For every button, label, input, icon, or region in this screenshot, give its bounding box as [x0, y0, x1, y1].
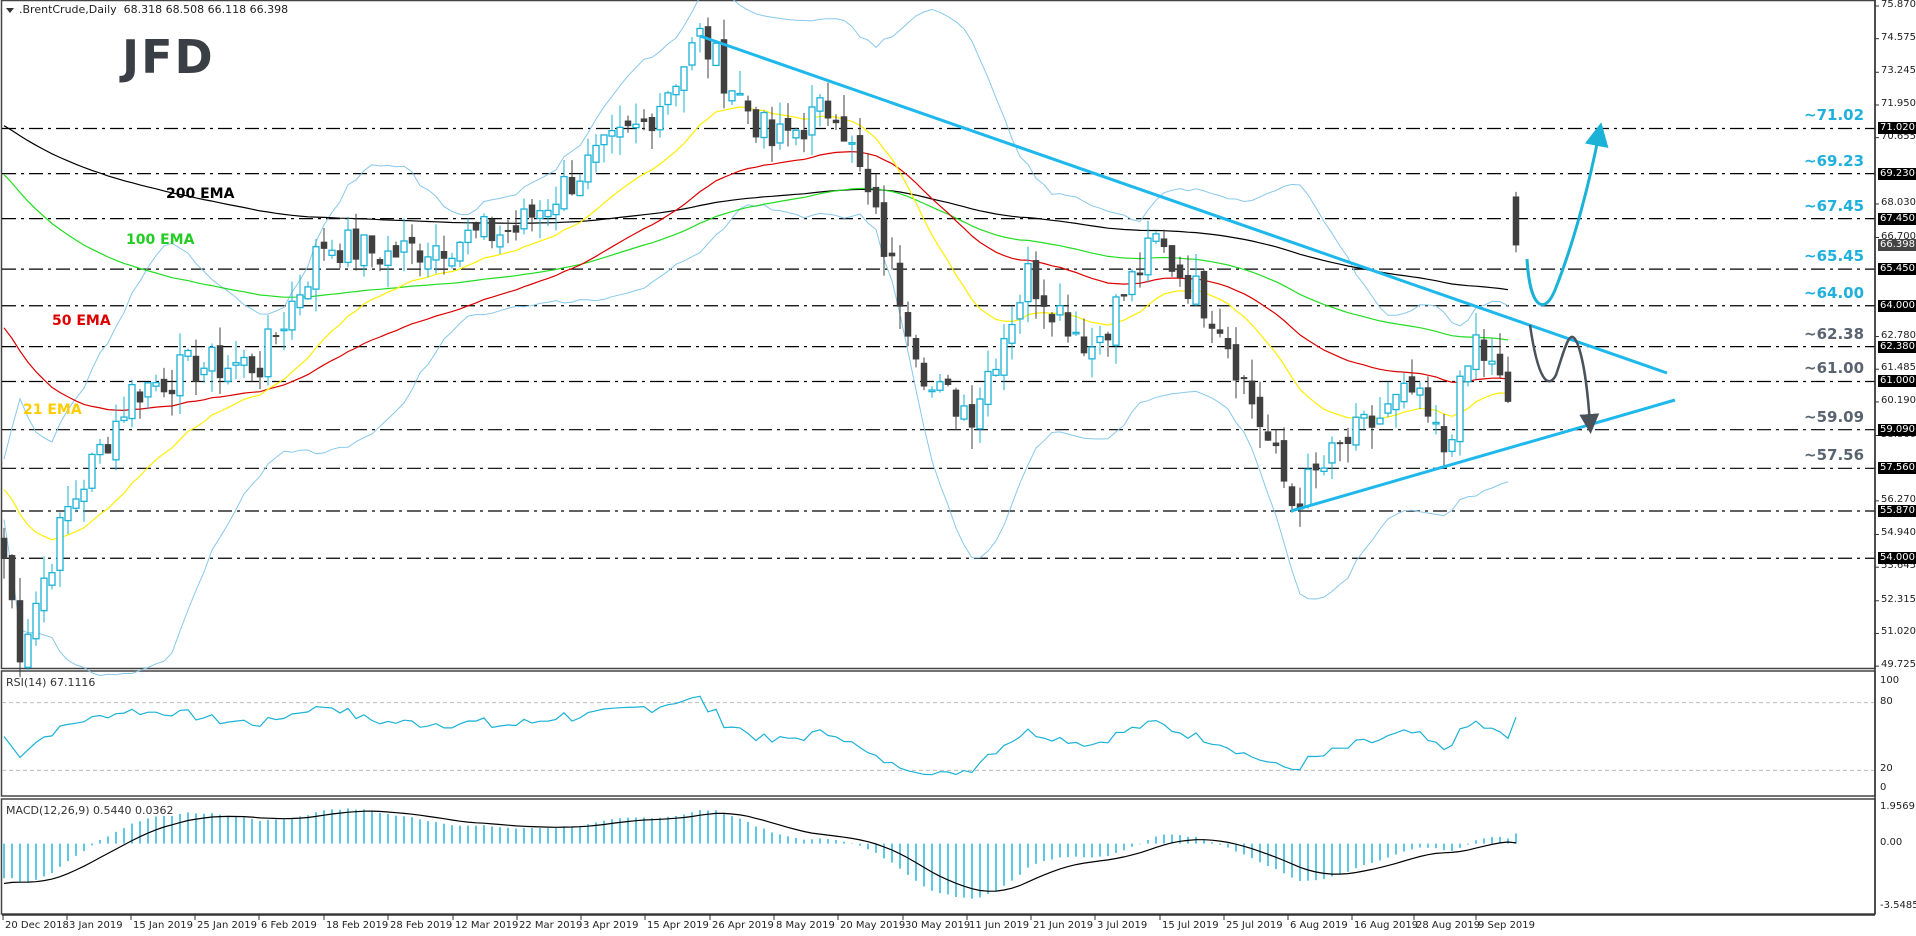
price-tick-label: 53.645	[1881, 560, 1916, 572]
ema-label: 100 EMA	[126, 232, 195, 248]
symbol-label: .BrentCrude,Daily	[19, 3, 117, 16]
date-tick-label: 15 Jul 2019	[1162, 920, 1219, 931]
date-tick-label: 21 Jun 2019	[1033, 920, 1094, 931]
chart-header[interactable]: .BrentCrude,Daily 68.318 68.508 66.118 6…	[6, 3, 288, 16]
date-tick-label: 25 Jan 2019	[197, 920, 257, 931]
horizontal-levels	[2, 127, 1875, 559]
price-tick-label: 56.270	[1881, 493, 1916, 505]
price-tick-label: 54.940	[1881, 527, 1916, 539]
level-price-box: 61.000	[1878, 375, 1916, 388]
rsi-tick-label: 100	[1880, 675, 1900, 686]
bollinger-upper	[3, 0, 1509, 460]
macd-tick-label: 1.9569	[1880, 801, 1915, 812]
level-price-box: 64.000	[1878, 299, 1916, 312]
macd-tick-label: -3.5485	[1880, 900, 1916, 911]
level-annotation: ~64.00	[1804, 283, 1865, 302]
candles	[0, 17, 1520, 678]
downtrend-line[interactable]	[699, 34, 1668, 375]
level-annotation: ~65.45	[1804, 247, 1865, 266]
ema-label: 50 EMA	[52, 313, 111, 329]
date-tick-label: 25 Jul 2019	[1226, 920, 1283, 931]
rsi-tick-label: 0	[1880, 782, 1887, 793]
ema-200-line	[3, 125, 1509, 291]
level-annotation: ~62.38	[1804, 324, 1865, 343]
price-tick-label: 61.485	[1881, 362, 1916, 374]
level-price-box: 67.450	[1878, 212, 1916, 225]
rsi-title: RSI(14) 67.1116	[6, 676, 96, 689]
uptrend-support-line[interactable]	[1290, 398, 1676, 513]
level-annotation: ~71.02	[1804, 106, 1865, 125]
date-tick-label: 18 Feb 2019	[326, 920, 389, 931]
ema-100-line	[3, 174, 1509, 341]
rsi-line	[3, 695, 1517, 776]
price-tick-label: 49.725	[1881, 659, 1916, 671]
level-price-box: 71.020	[1878, 122, 1916, 135]
date-tick-label: 28 Feb 2019	[390, 920, 453, 931]
price-tick-label: 62.780	[1881, 329, 1916, 341]
level-annotation: ~67.45	[1804, 196, 1865, 215]
macd-histogram	[3, 808, 1517, 899]
date-tick-label: 3 Jul 2019	[1097, 920, 1148, 931]
price-tick-label: 68.030	[1881, 196, 1916, 208]
level-annotation: ~61.00	[1804, 359, 1865, 378]
rsi-tick-label: 80	[1880, 695, 1893, 707]
date-tick-label: 6 Aug 2019	[1290, 920, 1348, 931]
current-price-box: 66.398	[1878, 239, 1916, 252]
price-tick-label: 71.950	[1881, 97, 1916, 109]
level-annotation: ~69.23	[1804, 151, 1865, 170]
date-tick-label: 3 Apr 2019	[583, 920, 639, 931]
date-tick-label: 11 Jun 2019	[969, 920, 1030, 931]
main-panel-frame	[0, 0, 1876, 670]
level-annotation: ~59.09	[1804, 407, 1865, 426]
ohlc-values: 68.318 68.508 66.118 66.398	[123, 3, 289, 16]
ema-label: 200 EMA	[166, 186, 235, 202]
date-tick-label: 28 Aug 2019	[1416, 920, 1481, 931]
date-tick-label: 6 Feb 2019	[261, 920, 317, 931]
rsi-tick-label: 20	[1880, 763, 1893, 775]
bearish-scenario-arrow	[1528, 324, 1600, 434]
date-tick-label: 26 Apr 2019	[712, 920, 774, 931]
level-price-box: 54.000	[1878, 552, 1916, 565]
level-price-box: 55.870	[1878, 505, 1916, 517]
level-price-box: 65.450	[1878, 263, 1916, 276]
date-tick-label: 20 May 2019	[840, 920, 906, 931]
level-price-box: 59.090	[1878, 423, 1916, 436]
level-annotation: ~57.56	[1804, 446, 1865, 465]
price-tick-label: 70.655	[1881, 130, 1916, 142]
macd-tick-label: 0.00	[1880, 836, 1903, 848]
ema-50-line	[3, 150, 1509, 412]
date-tick-label: 20 Dec 2018	[5, 920, 69, 931]
price-tick-label: 52.315	[1881, 593, 1916, 605]
date-tick-label: 15 Jan 2019	[133, 920, 193, 931]
level-price-box: 62.380	[1878, 340, 1916, 353]
price-tick-label: 75.870	[1881, 0, 1916, 10]
macd-signal-line	[3, 810, 1517, 892]
macd-title: MACD(12,26,9) 0.5440 0.0362	[6, 804, 174, 817]
price-tick-label: 51.020	[1881, 626, 1916, 638]
ema-label: 21 EMA	[23, 402, 82, 418]
date-tick-label: 30 May 2019	[905, 920, 971, 931]
jfd-logo: JFD	[122, 30, 215, 84]
price-tick-label: 73.245	[1881, 65, 1916, 77]
price-tick-label: 66.700	[1881, 230, 1916, 242]
level-price-box: 69.230	[1878, 167, 1916, 180]
bullish-scenario-arrow	[1525, 122, 1609, 307]
date-tick-label: 22 Mar 2019	[519, 920, 583, 931]
price-tick-label: 60.190	[1881, 394, 1916, 406]
date-tick-label: 12 Mar 2019	[455, 920, 519, 931]
date-tick-label: 9 Sep 2019	[1478, 920, 1536, 931]
rsi-panel-frame	[0, 670, 1876, 797]
date-tick-label: 8 May 2019	[776, 920, 835, 931]
date-tick-label: 16 Aug 2019	[1354, 920, 1419, 931]
date-tick-label: 3 Jan 2019	[69, 920, 123, 931]
price-tick-label: 74.575	[1881, 31, 1916, 43]
macd-panel-frame	[0, 798, 1876, 915]
date-tick-label: 15 Apr 2019	[647, 920, 709, 931]
collapse-triangle-icon[interactable]	[6, 7, 14, 13]
level-price-box: 57.560	[1878, 462, 1916, 475]
